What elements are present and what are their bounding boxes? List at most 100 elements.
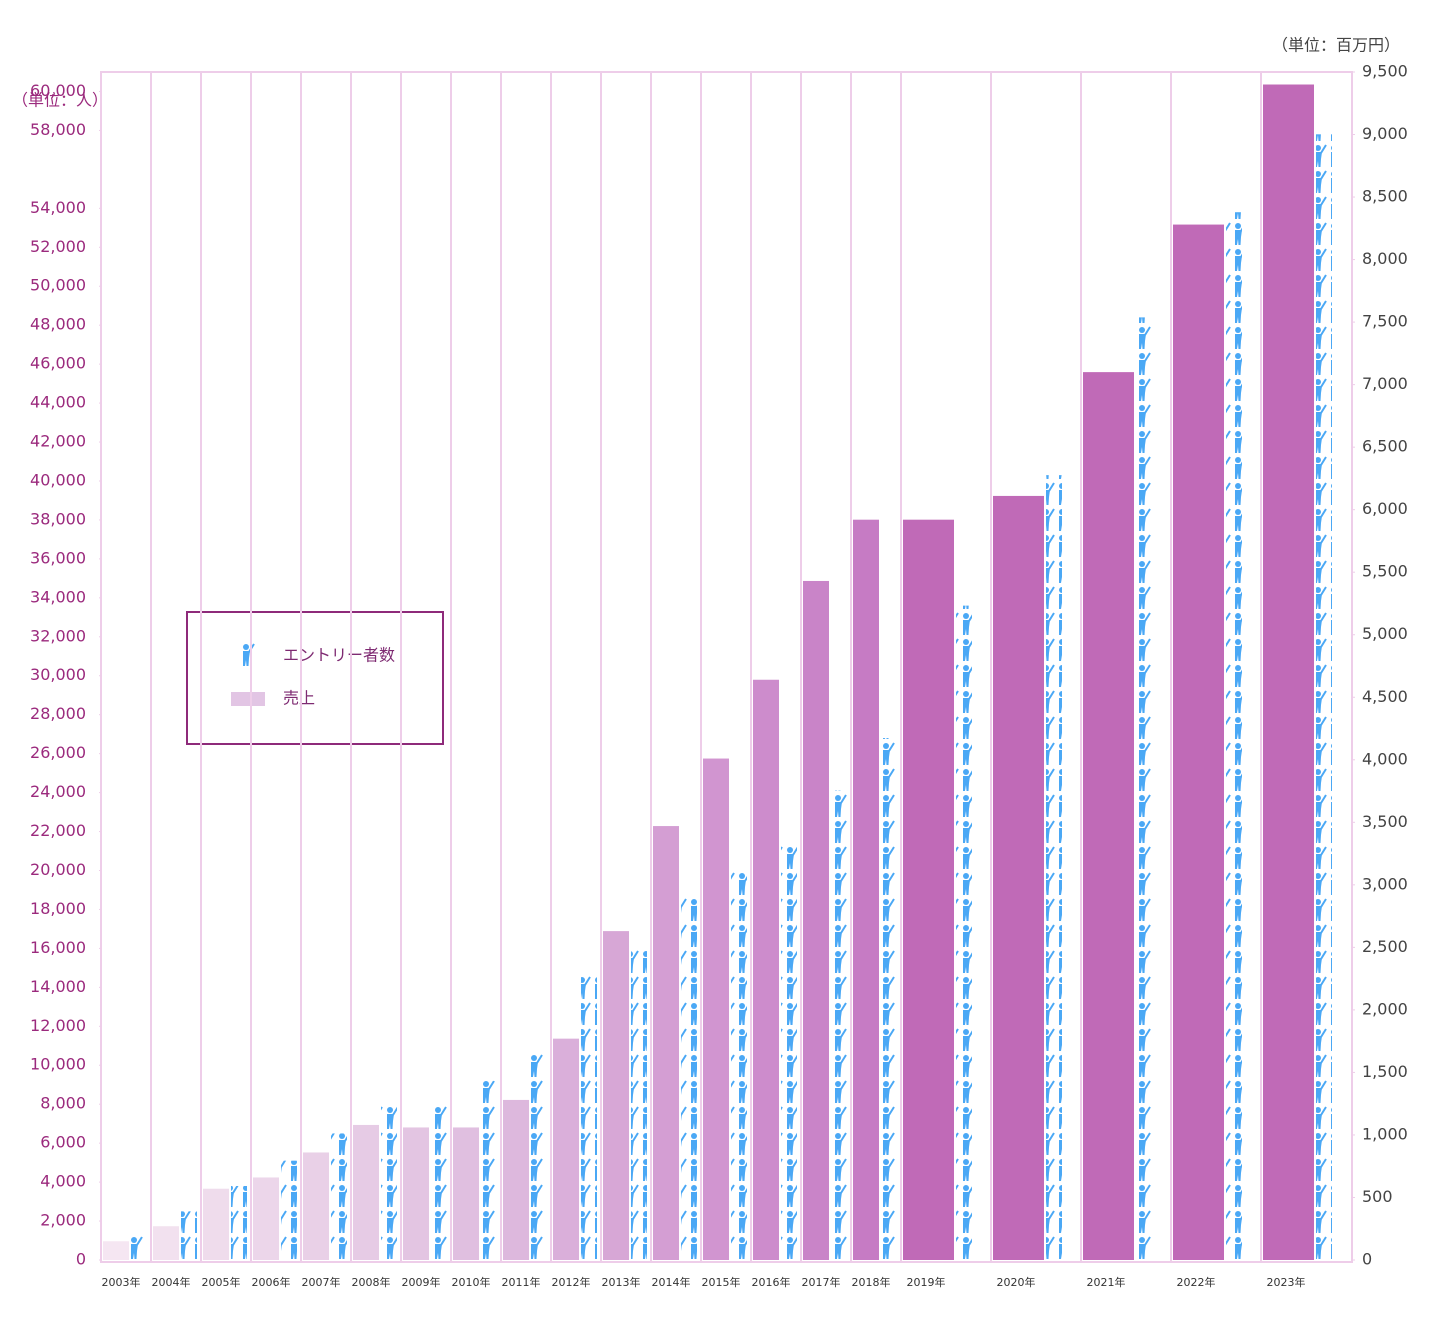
y2-tick-label: 500 [1362,1187,1393,1206]
entry-icon-stack [181,1211,197,1260]
x-tick-label: 2017年 [802,1275,841,1289]
x-tick-label: 2008年 [352,1275,391,1289]
entry-icon-stack [381,1106,397,1260]
sales-bar [1263,84,1314,1261]
entry-icon-stack [231,1185,247,1260]
y2-tick-label: 9,500 [1362,62,1408,81]
y-tick-label: 28,000 [30,704,86,723]
x-tick-label: 2006年 [252,1275,291,1289]
x-tick-label: 2009年 [402,1275,441,1289]
y-tick-label: 24,000 [30,782,86,801]
x-tick-label: 2014年 [652,1275,691,1289]
entry-icon-stack [1136,317,1152,1261]
x-tick-label: 2015年 [702,1275,741,1289]
x-tick-label: 2018年 [852,1275,891,1289]
y-tick-label: 8,000 [40,1094,86,1113]
y2-tick-label: 3,500 [1362,812,1408,831]
y-tick-label: 12,000 [30,1016,86,1035]
y-tick-label: 42,000 [30,432,86,451]
y-tick-label: 36,000 [30,548,86,567]
y2-axis-unit: （単位：百万円） [1272,36,1400,55]
y-tick-label: 54,000 [30,198,86,217]
y2-tick-label: 4,500 [1362,687,1408,706]
sales-bar [153,1226,179,1260]
y2-tick-label: 6,500 [1362,437,1408,456]
y-tick-label: 34,000 [30,587,86,606]
y-tick-label: 22,000 [30,821,86,840]
y2-tick-label: 0 [1362,1250,1372,1269]
y-tick-label: 58,000 [30,120,86,139]
sales-bar [993,495,1044,1260]
y2-tick-label: 1,500 [1362,1062,1408,1081]
entry-icon-stack [281,1160,297,1260]
x-tick-label: 2013年 [602,1275,641,1289]
sales-bar [353,1124,379,1260]
y2-tick-label: 8,000 [1362,249,1408,268]
sales-bar [453,1127,479,1260]
x-tick-label: 2010年 [452,1275,491,1289]
y2-tick-label: 6,000 [1362,499,1408,518]
y-tick-label: 32,000 [30,626,86,645]
entry-icon-stack [1046,475,1062,1260]
y2-tick-label: 7,000 [1362,374,1408,393]
x-tick-label: 2016年 [752,1275,791,1289]
x-tick-label: 2011年 [502,1275,541,1289]
legend-icon [241,641,257,667]
sales-bar [653,826,679,1260]
y-tick-label: 18,000 [30,899,86,918]
y-tick-label: 14,000 [30,977,86,996]
entry-icon-stack [581,975,597,1260]
y-tick-label: 60,000 [30,81,86,100]
y-tick-label: 10,000 [30,1055,86,1074]
y-tick-label: 6,000 [40,1133,86,1152]
plot-frame [100,71,1353,1263]
entry-icon-stack [131,1236,147,1260]
x-tick-label: 2005年 [202,1275,241,1289]
x-tick-label: 2003年 [102,1275,141,1289]
sales-bar [603,931,629,1260]
y2-tick-label: 4,000 [1362,749,1408,768]
sales-bar [853,519,879,1260]
entry-icon-stack [1316,134,1332,1261]
y-tick-label: 52,000 [30,237,86,256]
y2-tick-label: 3,000 [1362,874,1408,893]
x-tick-label: 2023年 [1267,1275,1306,1289]
y2-tick-label: 9,000 [1362,124,1408,143]
sales-bar [803,580,829,1260]
entry-icon-stack [681,895,697,1260]
y-tick-label: 26,000 [30,743,86,762]
y2-tick-label: 7,500 [1362,312,1408,331]
x-tick-label: 2019年 [907,1275,946,1289]
x-tick-label: 2020年 [997,1275,1036,1289]
legend-box [186,611,444,745]
sales-bar [253,1177,279,1260]
entry-icon-stack [956,605,972,1260]
sales-bar [303,1152,329,1260]
legend-label: エントリー者数 [283,646,395,665]
y2-tick-label: 2,500 [1362,937,1408,956]
entry-icon-stack [731,870,747,1260]
y-tick-label: 46,000 [30,354,86,373]
sales-bar [903,519,954,1260]
y-tick-label: 44,000 [30,393,86,412]
x-tick-label: 2021年 [1087,1275,1126,1289]
y-tick-label: 2,000 [40,1211,86,1230]
y-tick-label: 38,000 [30,509,86,528]
entry-icon-stack [531,1053,547,1260]
y-tick-label: 40,000 [30,470,86,489]
y-tick-label: 0 [76,1250,86,1269]
entry-icon-stack [781,845,797,1260]
sales-bar [1173,224,1224,1260]
entry-icon-stack [831,790,847,1260]
entry-icon-stack [881,738,897,1260]
y2-tick-label: 1,000 [1362,1124,1408,1143]
legend-label: 売上 [283,689,315,708]
y2-tick-label: 8,500 [1362,187,1408,206]
y-axis-unit: （単位：人） [12,91,108,110]
y2-tick-label: 5,500 [1362,562,1408,581]
entry-icon-stack [1226,212,1242,1261]
x-tick-label: 2007年 [302,1275,341,1289]
entry-icon-stack [631,950,647,1260]
